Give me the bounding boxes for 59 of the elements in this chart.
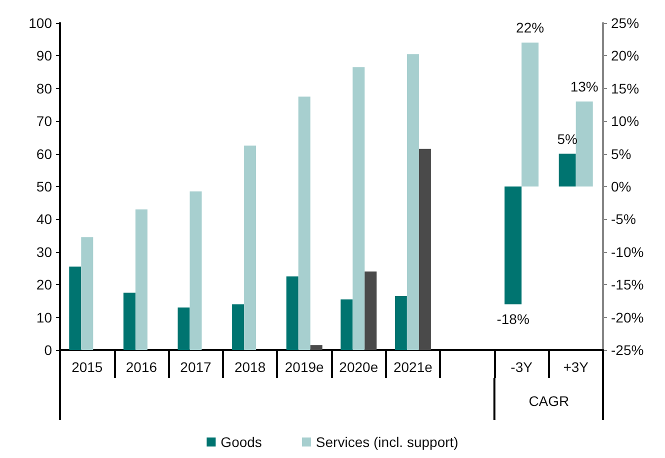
- data-label: 22%: [516, 20, 544, 36]
- y-tick-label: 10: [36, 309, 52, 326]
- y-tick-label: 60: [36, 146, 52, 162]
- y2-tick-label: 5%: [611, 146, 632, 162]
- bar: [190, 191, 202, 350]
- y2-tick-label: 10%: [611, 113, 640, 130]
- x-tick-label: -3Y: [510, 359, 534, 375]
- bar: [504, 186, 522, 304]
- x-tick-label: 2018: [234, 359, 266, 375]
- y-tick-label: 40: [36, 211, 52, 228]
- legend-label: Goods: [220, 434, 262, 450]
- bar: [418, 148, 431, 350]
- y-tick-label: 70: [36, 113, 52, 130]
- y2-tick-label: 15%: [611, 80, 640, 96]
- x-tick-label: 2021e: [393, 359, 433, 375]
- x-tick-label: +3Y: [563, 359, 590, 375]
- data-label: 5%: [557, 130, 578, 147]
- bar: [69, 266, 82, 350]
- x-tick-label: 2015: [72, 359, 103, 375]
- x-tick-label: 2017: [180, 359, 212, 375]
- data-label: 13%: [570, 78, 598, 94]
- y2-tick-label: -5%: [611, 211, 636, 228]
- y2-tick-label: 25%: [611, 15, 640, 31]
- bar: [576, 101, 593, 186]
- bar: [364, 272, 377, 350]
- bar: [340, 299, 353, 350]
- x-tick-label: 2016: [126, 359, 158, 375]
- bar: [406, 54, 419, 350]
- bar: [232, 304, 244, 350]
- bar: [394, 296, 407, 350]
- y-tick-label: 20: [36, 276, 52, 293]
- y2-tick-label: -10%: [611, 244, 644, 260]
- x-tick-label: 2020e: [339, 359, 378, 375]
- bar: [81, 237, 94, 350]
- legend-label: Services (incl. support): [316, 434, 458, 450]
- bar: [298, 96, 310, 350]
- bar: [522, 42, 539, 186]
- y-tick-label: 90: [36, 48, 52, 64]
- y2-tick-label: 0%: [611, 178, 632, 194]
- bar: [558, 154, 576, 186]
- y2-tick-label: -25%: [611, 342, 644, 358]
- data-label: -18%: [496, 311, 530, 328]
- bar: [123, 292, 136, 350]
- y2-tick-label: -15%: [611, 276, 644, 293]
- y-tick-label: 80: [36, 80, 52, 96]
- y2-tick-label: -20%: [611, 309, 644, 326]
- bar: [310, 345, 322, 350]
- bar: [286, 276, 298, 350]
- y2-tick-label: 20%: [611, 48, 640, 64]
- bar: [178, 307, 190, 350]
- bar: [244, 146, 256, 350]
- y-tick-label: 100: [28, 15, 52, 31]
- text: CAGR: [528, 393, 570, 409]
- y-tick-label: 30: [36, 244, 52, 260]
- x-tick-label: 2019e: [284, 359, 324, 375]
- y-tick-label: 0: [44, 342, 52, 358]
- y-tick-label: 50: [36, 178, 52, 194]
- bar: [352, 67, 365, 350]
- bar: [135, 209, 148, 350]
